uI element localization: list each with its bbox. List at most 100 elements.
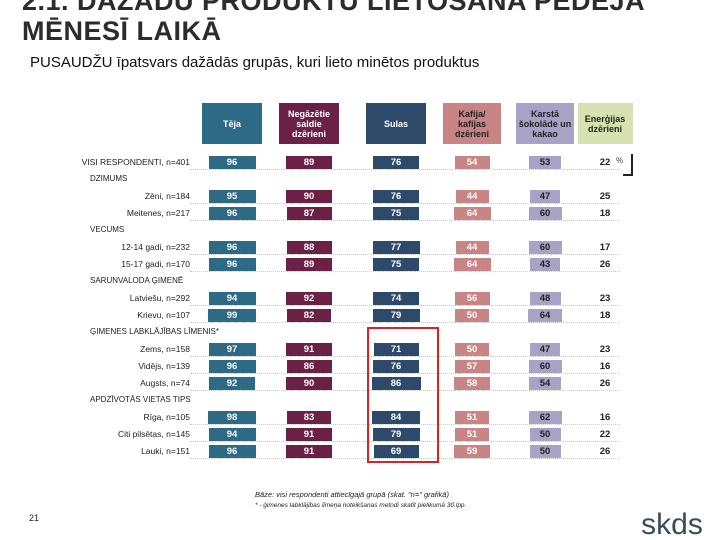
value-cell: 44 [455, 190, 489, 203]
value-cell: 18 [599, 310, 611, 321]
value-cell: 60 [528, 207, 562, 220]
value-cell: 47 [530, 190, 560, 203]
value-cell: 96 [208, 258, 256, 271]
value-cell: 99 [208, 309, 256, 322]
value-cell: 23 [599, 293, 611, 304]
value-cell: 47 [530, 343, 560, 356]
row-separator [190, 390, 620, 391]
value-cell: 96 [208, 241, 256, 254]
row-separator [190, 169, 620, 170]
row-label: Vidējs, n=139 [138, 361, 190, 371]
value-cell: 57 [454, 360, 490, 373]
value-cell: 77 [372, 241, 420, 254]
value-cell: 22 [599, 157, 611, 168]
column-header: Karstā šokolāde un kakao [516, 103, 574, 144]
percent-sign: % [616, 156, 624, 165]
row-separator [190, 305, 620, 306]
value-cell: 91 [286, 343, 332, 356]
value-cell: 75 [373, 207, 419, 220]
skds-logo: skds [624, 505, 720, 540]
value-cell: 60 [528, 360, 562, 373]
value-cell: 18 [599, 208, 611, 219]
row-label: Lauki, n=151 [141, 446, 190, 456]
value-cell: 90 [286, 190, 332, 203]
value-cell: 96 [208, 156, 256, 169]
foot-note: * - ģimenes labklājības līmeņa noteikšan… [255, 502, 467, 509]
value-cell: 69 [373, 445, 419, 458]
value-cell: 25 [599, 191, 611, 202]
row-label: Citi pilsētas, n=145 [117, 429, 190, 439]
group-label: VECUMS [90, 225, 125, 234]
value-cell: 91 [286, 445, 332, 458]
row-separator [190, 254, 620, 255]
value-cell: 58 [454, 377, 490, 390]
value-cell: 64 [453, 207, 491, 220]
row-separator [190, 373, 620, 374]
page-number: 21 [29, 513, 40, 523]
value-cell: 76 [373, 190, 419, 203]
value-cell: 22 [599, 429, 611, 440]
value-cell: 87 [286, 207, 332, 220]
value-cell: 23 [599, 344, 611, 355]
group-label: ĢIMENES LABKLĀJĪBAS LĪMENIS* [90, 327, 219, 336]
value-cell: 95 [208, 190, 256, 203]
row-label: 12-14 gadi, n=232 [121, 242, 190, 252]
value-cell: 86 [371, 377, 421, 390]
group-label: SARUNVALODA ĢIMENĒ [90, 276, 184, 285]
row-label: Rīga, n=105 [143, 412, 190, 422]
value-cell: 54 [454, 156, 490, 169]
column-header: Tēja [202, 103, 262, 144]
value-cell: 50 [455, 343, 489, 356]
value-cell: 76 [373, 156, 419, 169]
row-separator [190, 220, 620, 221]
value-cell: 74 [373, 292, 419, 305]
value-cell: 50 [529, 445, 561, 458]
column-header: Kafija/ kafijas dzērieni [443, 103, 501, 144]
value-cell: 84 [372, 411, 420, 424]
row-label: Augsts, n=74 [140, 378, 190, 388]
percent-bracket [623, 154, 633, 176]
value-cell: 82 [287, 309, 331, 322]
value-cell: 43 [530, 258, 560, 271]
value-cell: 64 [528, 309, 562, 322]
value-cell: 97 [208, 343, 256, 356]
group-label: DZIMUMS [90, 174, 128, 183]
value-cell: 86 [286, 360, 332, 373]
row-separator [190, 271, 620, 272]
column-header: Sulas [366, 103, 426, 144]
value-cell: 44 [455, 241, 489, 254]
value-cell: 94 [208, 292, 256, 305]
value-cell: 90 [286, 377, 332, 390]
value-cell: 89 [286, 258, 332, 271]
highlight-box [367, 327, 439, 463]
row-separator [190, 424, 620, 425]
row-separator [190, 356, 620, 357]
group-label: APDZĪVOTĀS VIETAS TIPS [90, 395, 191, 404]
row-label: 15-17 gadi, n=170 [121, 259, 190, 269]
value-cell: 79 [372, 428, 420, 441]
row-label: Latviešu, n=292 [129, 293, 190, 303]
value-cell: 54 [529, 377, 561, 390]
value-cell: 88 [286, 241, 332, 254]
value-cell: 92 [209, 377, 255, 390]
column-header: Enerģijas dzērieni [577, 103, 633, 144]
row-separator [190, 441, 620, 442]
value-cell: 94 [208, 428, 256, 441]
logo-text: skds [641, 508, 703, 540]
row-label: Krievu, n=107 [137, 310, 190, 320]
value-cell: 17 [599, 242, 611, 253]
value-cell: 53 [529, 156, 561, 169]
row-separator [190, 458, 620, 459]
value-cell: 26 [599, 446, 611, 457]
row-label: Zēni, n=184 [144, 191, 190, 201]
value-cell: 96 [208, 445, 256, 458]
value-cell: 16 [599, 412, 611, 423]
value-cell: 91 [286, 428, 332, 441]
row-label: Meitenes, n=217 [126, 208, 190, 218]
value-cell: 56 [454, 292, 490, 305]
value-cell: 64 [453, 258, 491, 271]
chart-subtitle: PUSAUDŽU īpatsvars dažādās grupās, kuri … [30, 54, 480, 71]
value-cell: 96 [208, 207, 256, 220]
value-cell: 16 [599, 361, 611, 372]
value-cell: 75 [373, 258, 419, 271]
